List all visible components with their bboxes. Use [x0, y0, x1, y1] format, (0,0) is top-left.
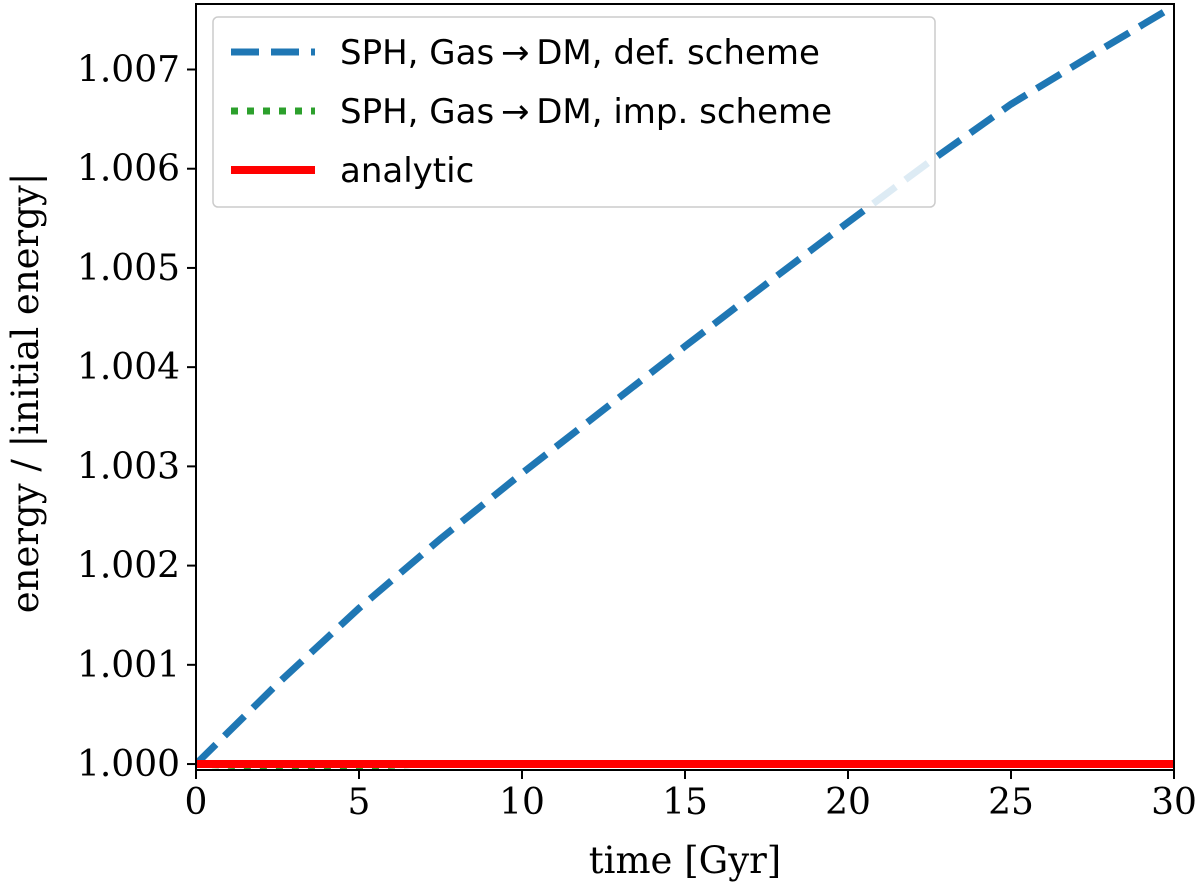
y-tick-label: 1.006 — [77, 149, 180, 190]
x-tick-label: 25 — [988, 782, 1034, 823]
y-tick-label: 1.005 — [77, 248, 180, 289]
x-tick-label: 30 — [1151, 782, 1197, 823]
x-tick-label: 0 — [185, 782, 208, 823]
x-tick-label: 20 — [825, 782, 871, 823]
y-tick-label: 1.004 — [77, 347, 180, 388]
legend-label-3: analytic — [340, 151, 474, 191]
legend: SPH, Gas → DM, def. scheme SPH, Gas → DM,… — [212, 16, 936, 208]
y-tick-label: 1.007 — [77, 49, 180, 90]
y-tick-label: 1.003 — [77, 446, 180, 487]
series-layer — [196, 4, 1174, 770]
y-tick-label: 1.000 — [77, 744, 180, 785]
x-axis-label: time [Gyr] — [589, 839, 781, 882]
x-tick-label: 15 — [662, 782, 708, 823]
x-tick-label: 10 — [499, 782, 545, 823]
ticks-layer: 0 5 10 15 20 25 30 1.000 1.001 1.002 1.003 1.004 1.0… — [77, 49, 1197, 823]
legend-label-2: SPH, Gas → DM, imp. scheme — [340, 92, 832, 132]
legend-box — [212, 16, 936, 208]
y-tick-label: 1.002 — [77, 546, 180, 587]
x-tick-label: 5 — [348, 782, 371, 823]
y-axis-label: energy / |initial energy| — [4, 173, 47, 614]
plot-frame — [195, 3, 1175, 771]
legend-label-1: SPH, Gas → DM, def. scheme — [340, 33, 820, 73]
series-line-1 — [196, 4, 1174, 767]
y-tick-label: 1.001 — [77, 645, 180, 686]
